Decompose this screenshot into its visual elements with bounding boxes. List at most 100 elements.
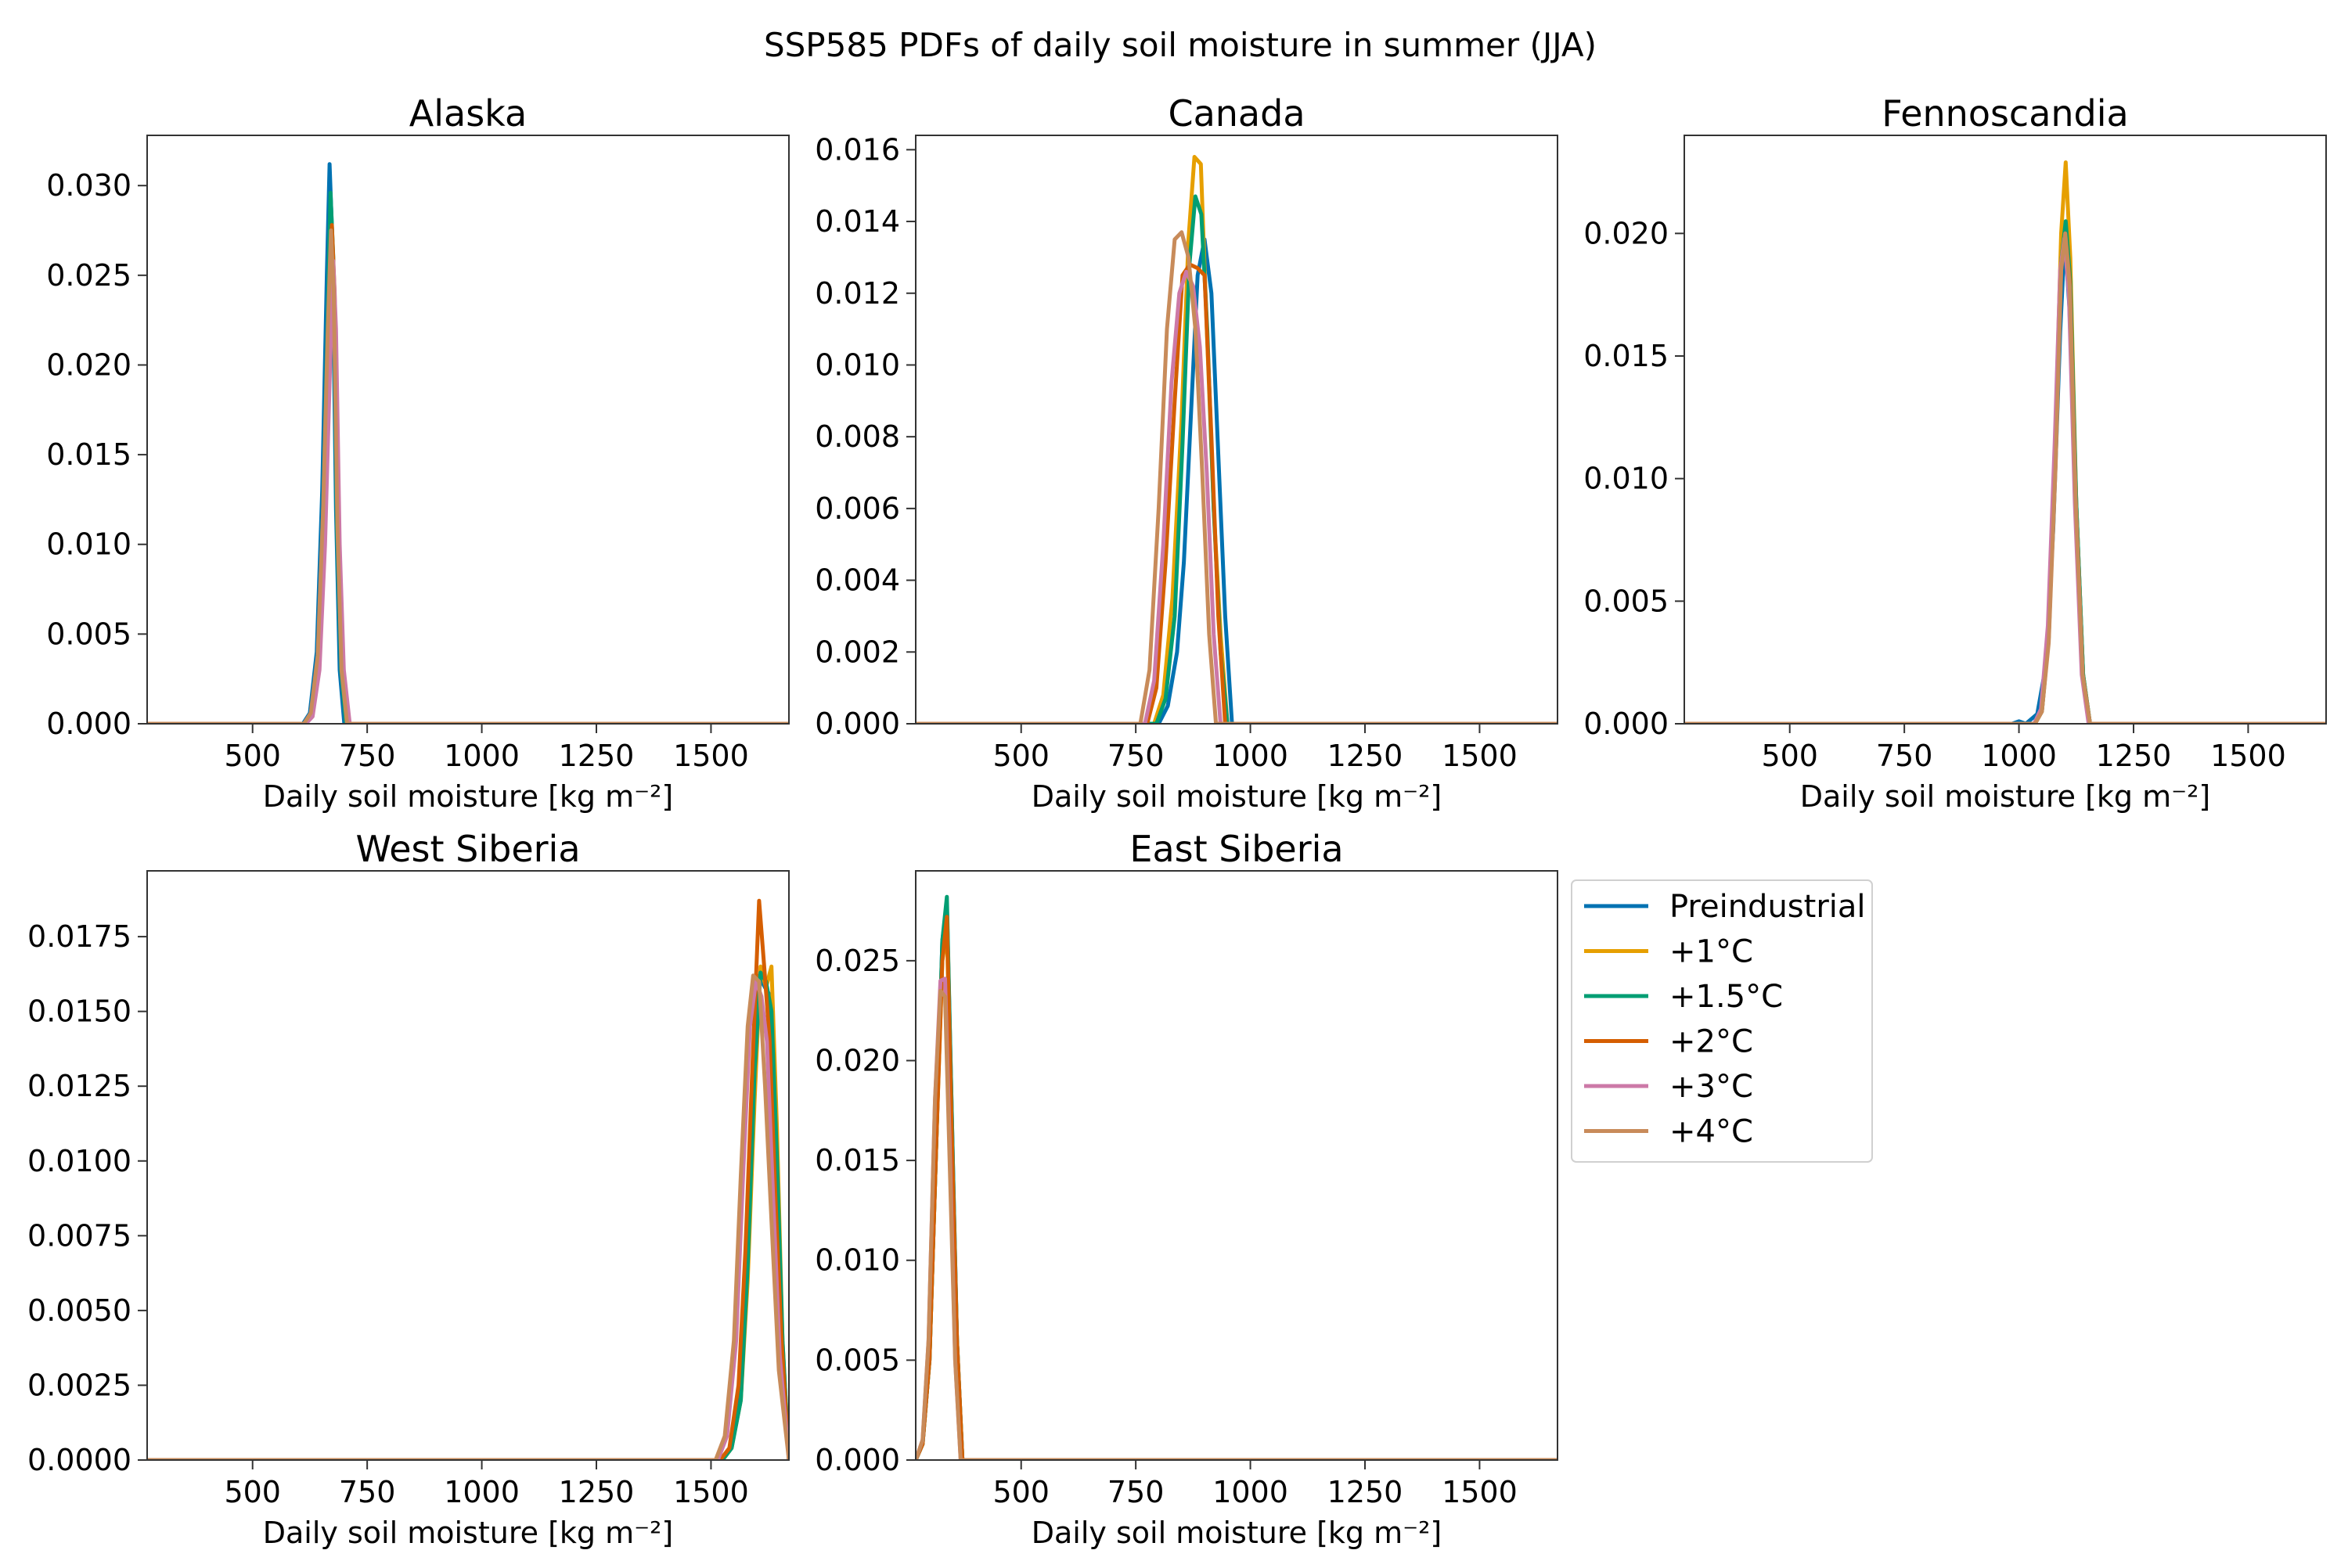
y-tick-label: 0.015 — [1583, 339, 1669, 373]
x-tick-label: 750 — [339, 1475, 396, 1509]
panel-canada: 500 750 1000 1250 1500 0.000 0.002 0.004 0.006 0.… — [815, 92, 1558, 814]
series-group — [147, 162, 789, 724]
y-tick-label: 0.016 — [815, 132, 900, 167]
x-tick-label: 1500 — [2210, 739, 2286, 773]
x-tick-label: 500 — [224, 739, 281, 773]
x-tick-label: 1000 — [1981, 739, 2057, 773]
x-tick-label: 500 — [992, 1475, 1050, 1509]
y-tick-label: 0.0175 — [27, 919, 131, 954]
series-line-1-5-c — [916, 194, 1558, 724]
plot-frame — [915, 870, 1558, 1461]
y-tick-label: 0.005 — [46, 617, 131, 651]
series-line-3-c — [916, 976, 1558, 1460]
y-tick-label: 0.020 — [815, 1043, 900, 1077]
y-tick-label: 0.0150 — [27, 994, 131, 1029]
plot-frame — [146, 135, 790, 725]
series-line-1-c — [916, 929, 1558, 1460]
series-group — [147, 898, 789, 1460]
series-line-1-5-c — [1684, 219, 2326, 724]
x-tick-label: 1500 — [673, 1475, 749, 1509]
series-line-1-c — [916, 155, 1558, 724]
x-tick-label: 1000 — [444, 739, 520, 773]
y-tick-label: 0.004 — [815, 563, 900, 598]
plot-frame — [915, 135, 1558, 725]
y-tick-label: 0.000 — [46, 707, 131, 741]
y-tick-label: 0.030 — [46, 168, 131, 203]
x-tick-label: 1250 — [559, 739, 635, 773]
x-axis-label: Daily soil moisture [kg m⁻²] — [263, 779, 674, 814]
panel-fennoscandia: 500 750 1000 1250 1500 0.000 0.005 0.010 0.015 0.… — [1583, 92, 2327, 814]
series-line-4-c — [147, 973, 789, 1460]
series-group — [1684, 160, 2326, 724]
series-line-4-c — [916, 230, 1558, 724]
panel-title: East Siberia — [1129, 828, 1343, 870]
y-tick-label: 0.010 — [46, 527, 131, 562]
x-tick-label: 1250 — [2096, 739, 2172, 773]
legend-label: +2°C — [1669, 1024, 1753, 1060]
y-tick-label: 0.025 — [46, 258, 131, 293]
x-tick-label: 750 — [339, 739, 396, 773]
y-tick-label: 0.005 — [1583, 584, 1669, 618]
y-tick-label: 0.025 — [815, 944, 900, 978]
legend: Preindustrial +1°C +1.5°C +2°C +3°C +4°C — [1571, 879, 1873, 1163]
panel-title: West Siberia — [355, 828, 580, 870]
x-tick-label: 750 — [1876, 739, 1933, 773]
y-tick-label: 0.015 — [46, 437, 131, 472]
panel-east-siberia: 500 750 1000 1250 1500 0.000 0.005 0.010 0.015 0.… — [815, 828, 1558, 1550]
panel-title: Fennoscandia — [1882, 92, 2128, 135]
x-tick-label: 1500 — [673, 739, 749, 773]
series-line-1-5-c — [147, 190, 789, 724]
series-line-3-c — [1684, 236, 2326, 724]
y-tick-label: 0.020 — [46, 347, 131, 382]
x-tick-label: 1000 — [1212, 1475, 1288, 1509]
y-tick-label: 0.006 — [815, 491, 900, 526]
series-line-preindustrial — [147, 973, 789, 1460]
series-line-2-c — [147, 223, 789, 724]
series-line-3-c — [147, 979, 789, 1460]
y-tick-label: 0.015 — [815, 1143, 900, 1178]
legend-label: Preindustrial — [1669, 889, 1866, 925]
legend-label: +3°C — [1669, 1069, 1753, 1105]
legend-label: +4°C — [1669, 1114, 1753, 1150]
y-tick-label: 0.0125 — [27, 1069, 131, 1103]
series-line-1-5-c — [916, 894, 1558, 1460]
y-tick-label: 0.014 — [815, 204, 900, 239]
series-line-4-c — [916, 988, 1558, 1460]
plot-frame — [146, 870, 790, 1461]
y-tick-label: 0.020 — [1583, 216, 1669, 250]
series-line-1-c — [1684, 160, 2326, 724]
x-tick-label: 1250 — [1327, 739, 1403, 773]
x-tick-label: 1250 — [559, 1475, 635, 1509]
series-line-2-c — [147, 898, 789, 1460]
legend-label: +1.5°C — [1669, 979, 1783, 1015]
series-group — [916, 155, 1558, 724]
series-line-3-c — [916, 269, 1558, 724]
series-line-preindustrial — [1684, 236, 2326, 724]
y-tick-label: 0.012 — [815, 276, 900, 311]
x-axis-label: Daily soil moisture [kg m⁻²] — [1032, 779, 1442, 814]
series-line-preindustrial — [147, 162, 789, 724]
series-line-3-c — [147, 259, 789, 724]
y-tick-label: 0.000 — [815, 707, 900, 741]
x-tick-label: 1000 — [444, 1475, 520, 1509]
x-tick-label: 1000 — [1212, 739, 1288, 773]
legend-label: +1°C — [1669, 934, 1753, 970]
y-tick-label: 0.010 — [1583, 462, 1669, 496]
figure-title: SSP585 PDFs of daily soil moisture in su… — [764, 26, 1597, 64]
x-axis-label: Daily soil moisture [kg m⁻²] — [263, 1516, 674, 1550]
y-tick-label: 0.0025 — [27, 1368, 131, 1402]
x-tick-label: 500 — [224, 1475, 281, 1509]
panel-alaska: 500 750 1000 1250 1500 0.000 0.005 0.010 0.015 0.… — [46, 92, 790, 814]
series-line-preindustrial — [916, 902, 1558, 1460]
x-tick-label: 750 — [1107, 739, 1165, 773]
panel-title: Canada — [1168, 92, 1305, 135]
y-tick-label: 0.010 — [815, 1243, 900, 1278]
series-line-4-c — [147, 228, 789, 724]
series-line-2-c — [916, 262, 1558, 724]
y-tick-label: 0.002 — [815, 635, 900, 669]
series-line-preindustrial — [916, 237, 1558, 724]
x-tick-label: 500 — [992, 739, 1050, 773]
y-tick-label: 0.000 — [1583, 707, 1669, 741]
